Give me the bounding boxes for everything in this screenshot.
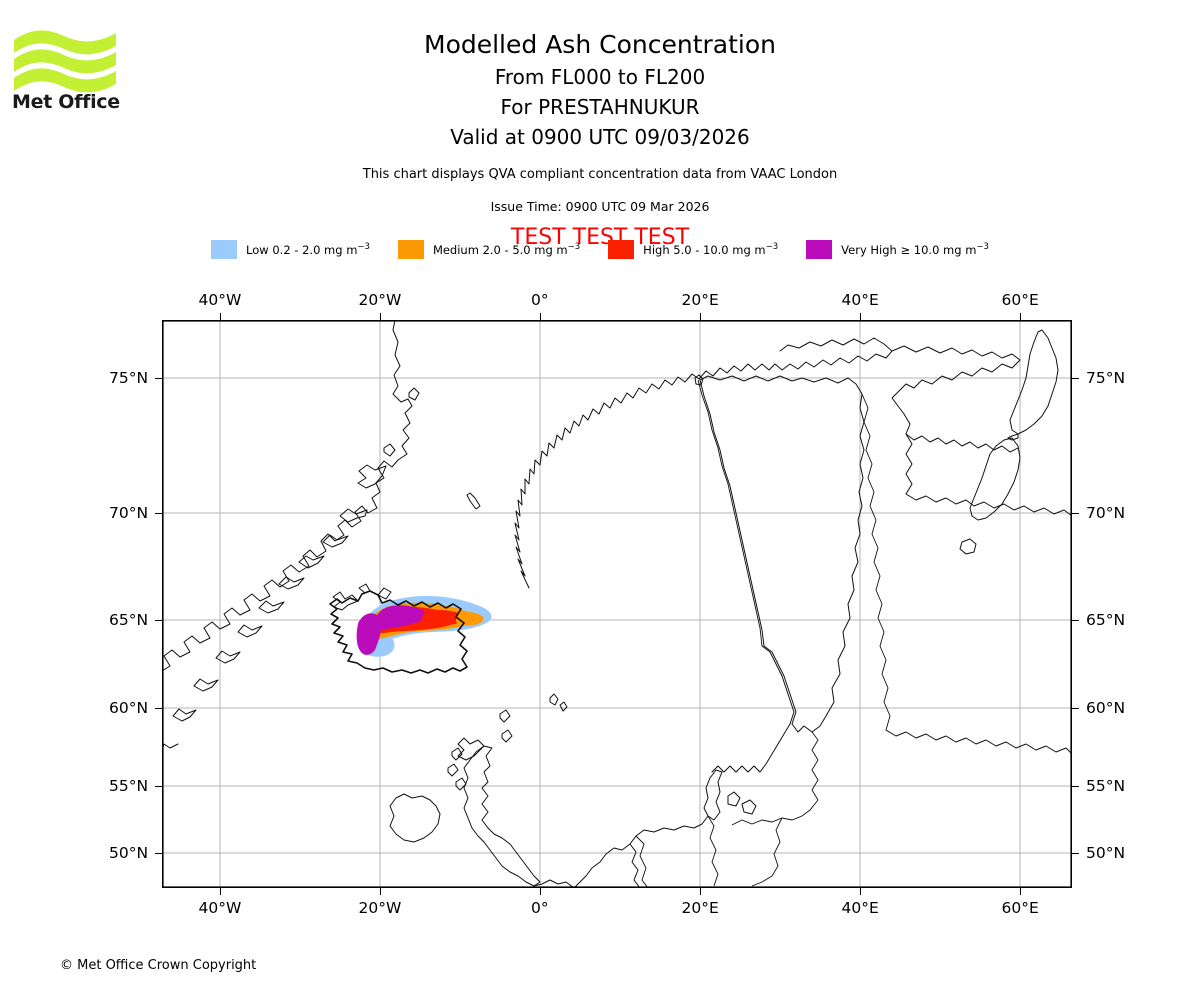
page-title: Modelled Ash Concentration — [424, 30, 776, 59]
legend-label-3: Very High ≥ 10.0 mg m−3 — [841, 242, 989, 257]
lat-tick-left-2 — [155, 620, 162, 621]
lon-label-top-5: 60°E — [1001, 291, 1039, 309]
logo-text: Met Office — [12, 91, 120, 112]
ash-concentration-map[interactable] — [162, 320, 1072, 888]
issue-time: Issue Time: 0900 UTC 09 Mar 2026 — [490, 199, 710, 214]
map-frame — [162, 320, 1072, 888]
legend-swatch-1 — [397, 240, 424, 259]
qva-note: This chart displays QVA compliant concen… — [362, 167, 838, 182]
copyright-notice: © Met Office Crown Copyright — [60, 958, 257, 973]
lat-label-left-1: 70°N — [109, 504, 149, 522]
header-block: Modelled Ash Concentration From FL000 to… — [0, 0, 1200, 250]
logo-waves-icon: Met Office — [12, 30, 120, 112]
lat-tick-left-1 — [155, 513, 162, 514]
lon-label-bottom-3: 20°E — [681, 899, 719, 917]
lon-label-bottom-2: 0° — [531, 899, 549, 917]
lon-tick-top-0 — [220, 313, 221, 320]
lat-label-left-5: 50°N — [109, 844, 149, 862]
lat-label-right-5: 50°N — [1086, 844, 1126, 862]
legend-swatch-3 — [806, 240, 833, 259]
lon-tick-top-1 — [380, 313, 381, 320]
lat-label-left-2: 65°N — [109, 611, 149, 629]
lat-tick-right-3 — [1072, 708, 1079, 709]
lon-tick-top-2 — [540, 313, 541, 320]
legend-item-0: Low 0.2 - 2.0 mg m−3 — [211, 240, 370, 259]
lat-label-right-0: 75°N — [1086, 369, 1126, 387]
flight-level-range: From FL000 to FL200 — [494, 65, 706, 89]
legend-label-1: Medium 2.0 - 5.0 mg m−3 — [432, 242, 581, 257]
lat-tick-left-0 — [155, 378, 162, 379]
lat-tick-left-4 — [155, 786, 162, 787]
legend-item-3: Very High ≥ 10.0 mg m−3 — [806, 240, 989, 259]
lat-label-right-2: 65°N — [1086, 611, 1126, 629]
lat-label-left-3: 60°N — [109, 699, 149, 717]
lon-tick-top-5 — [1020, 313, 1021, 320]
lat-tick-left-5 — [155, 853, 162, 854]
lon-tick-top-4 — [860, 313, 861, 320]
legend-item-2: High 5.0 - 10.0 mg m−3 — [608, 240, 778, 259]
lon-label-bottom-5: 60°E — [1001, 899, 1039, 917]
lat-label-right-3: 60°N — [1086, 699, 1126, 717]
lon-label-top-3: 20°E — [681, 291, 719, 309]
lat-label-left-0: 75°N — [109, 369, 149, 387]
legend-swatch-0 — [211, 240, 238, 259]
lon-tick-bottom-5 — [1020, 888, 1021, 895]
legend-swatch-2 — [608, 240, 635, 259]
lon-label-top-1: 20°W — [358, 291, 402, 309]
lat-tick-right-1 — [1072, 513, 1079, 514]
volcano-name: For PRESTAHNUKUR — [500, 95, 700, 119]
legend-label-0: Low 0.2 - 2.0 mg m−3 — [246, 242, 370, 257]
lon-label-bottom-4: 40°E — [841, 899, 879, 917]
lat-tick-right-0 — [1072, 378, 1079, 379]
met-office-logo: Met Office — [12, 26, 122, 112]
lat-label-right-1: 70°N — [1086, 504, 1126, 522]
coastlines — [162, 320, 1072, 888]
legend-label-2: High 5.0 - 10.0 mg m−3 — [643, 242, 779, 257]
valid-time: Valid at 0900 UTC 09/03/2026 — [450, 125, 750, 149]
iceland-outline-overlay — [329, 590, 468, 674]
lon-tick-top-3 — [700, 313, 701, 320]
lat-tick-left-3 — [155, 708, 162, 709]
lon-tick-bottom-1 — [380, 888, 381, 895]
lon-label-bottom-0: 40°W — [198, 899, 242, 917]
lon-label-top-0: 40°W — [198, 291, 242, 309]
ash-plume — [356, 596, 492, 657]
lon-label-top-4: 40°E — [841, 291, 879, 309]
lat-label-right-4: 55°N — [1086, 777, 1126, 795]
lat-tick-right-4 — [1072, 786, 1079, 787]
lon-tick-bottom-3 — [700, 888, 701, 895]
lon-label-top-2: 0° — [531, 291, 549, 309]
lon-tick-bottom-2 — [540, 888, 541, 895]
map-gridlines — [162, 320, 1072, 888]
concentration-legend: Low 0.2 - 2.0 mg m−3 Medium 2.0 - 5.0 mg … — [0, 240, 1200, 259]
lon-tick-bottom-4 — [860, 888, 861, 895]
legend-item-1: Medium 2.0 - 5.0 mg m−3 — [397, 240, 581, 259]
lat-tick-right-2 — [1072, 620, 1079, 621]
lat-label-left-4: 55°N — [109, 777, 149, 795]
lon-tick-bottom-0 — [220, 888, 221, 895]
lon-label-bottom-1: 20°W — [358, 899, 402, 917]
lat-tick-right-5 — [1072, 853, 1079, 854]
